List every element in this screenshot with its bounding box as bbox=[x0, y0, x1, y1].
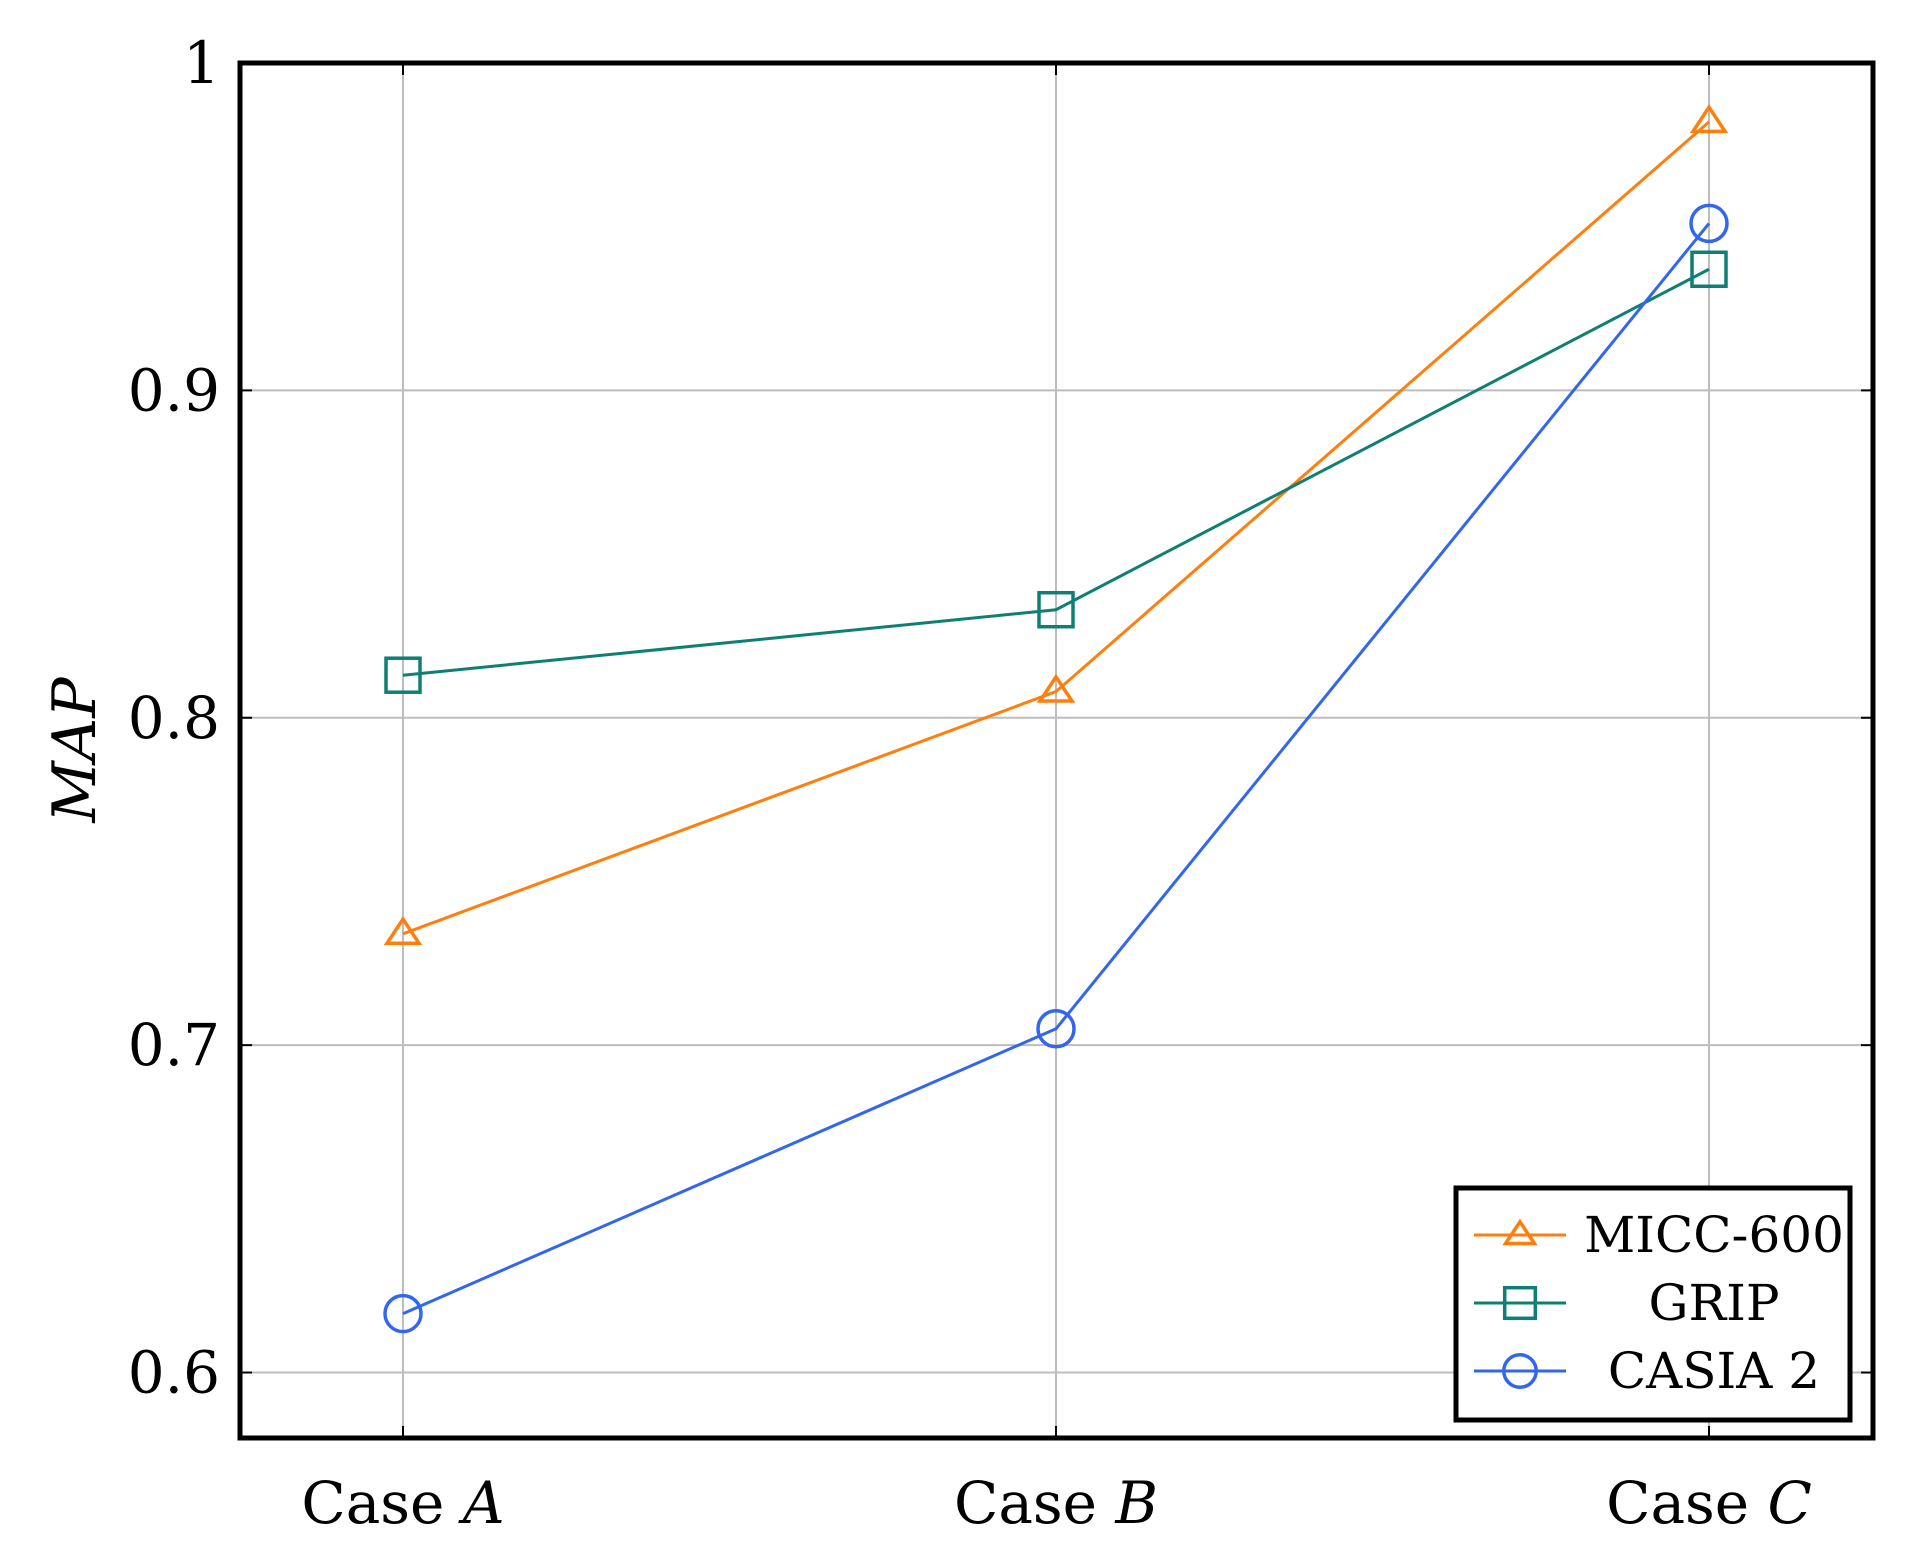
series-grip bbox=[384, 250, 1728, 694]
legend-swatch-marker bbox=[1502, 1285, 1538, 1321]
legend-label: CASIA 2 bbox=[1608, 1342, 1820, 1400]
legend-item-micc-600: MICC-600 bbox=[1474, 1206, 1844, 1264]
x-axis-ticks: Case A Case B Case C bbox=[301, 63, 1812, 1537]
series-layer bbox=[383, 104, 1729, 1334]
series-micc-600 bbox=[383, 104, 1729, 946]
data-point-micc-600 bbox=[383, 915, 423, 946]
grid bbox=[240, 63, 1873, 1438]
x-tick-label: Case B bbox=[954, 1469, 1158, 1537]
legend-label: GRIP bbox=[1649, 1274, 1780, 1332]
data-point-micc-600 bbox=[1689, 104, 1729, 134]
x-tick-label: Case A bbox=[301, 1469, 504, 1537]
series-casia-2 bbox=[383, 203, 1729, 1334]
legend-label: MICC-600 bbox=[1584, 1206, 1844, 1264]
legend-item-casia-2: CASIA 2 bbox=[1474, 1342, 1820, 1400]
y-tick-label: 0.8 bbox=[128, 684, 220, 752]
y-axis-label: MAP bbox=[40, 676, 110, 824]
series-line-grip bbox=[402, 267, 1710, 677]
x-tick-label: Case C bbox=[1606, 1469, 1812, 1537]
data-point-casia-2 bbox=[383, 1293, 423, 1334]
data-point-grip bbox=[1037, 590, 1075, 629]
legend-swatch-marker bbox=[1502, 1218, 1538, 1246]
y-tick-label: 0.7 bbox=[128, 1011, 220, 1079]
y-tick-label: 1 bbox=[183, 29, 220, 97]
data-point-grip bbox=[1690, 250, 1728, 288]
y-axis-ticks: 0.6 0.7 0.8 0.9 1 bbox=[128, 29, 1873, 1407]
series-line-casia-2 bbox=[402, 222, 1711, 1315]
legend-item-grip: GRIP bbox=[1474, 1274, 1779, 1332]
legend-swatch-marker bbox=[1502, 1353, 1538, 1389]
data-point-grip bbox=[384, 656, 422, 694]
data-point-micc-600 bbox=[1036, 673, 1076, 703]
series-line-micc-600 bbox=[402, 120, 1710, 936]
legend: MICC-600 GRIP CASIA 2 bbox=[1453, 1185, 1853, 1423]
y-tick-label: 0.9 bbox=[128, 356, 220, 424]
data-point-casia-2 bbox=[1689, 203, 1729, 244]
data-point-casia-2 bbox=[1036, 1009, 1076, 1049]
y-tick-label: 0.6 bbox=[128, 1339, 220, 1407]
